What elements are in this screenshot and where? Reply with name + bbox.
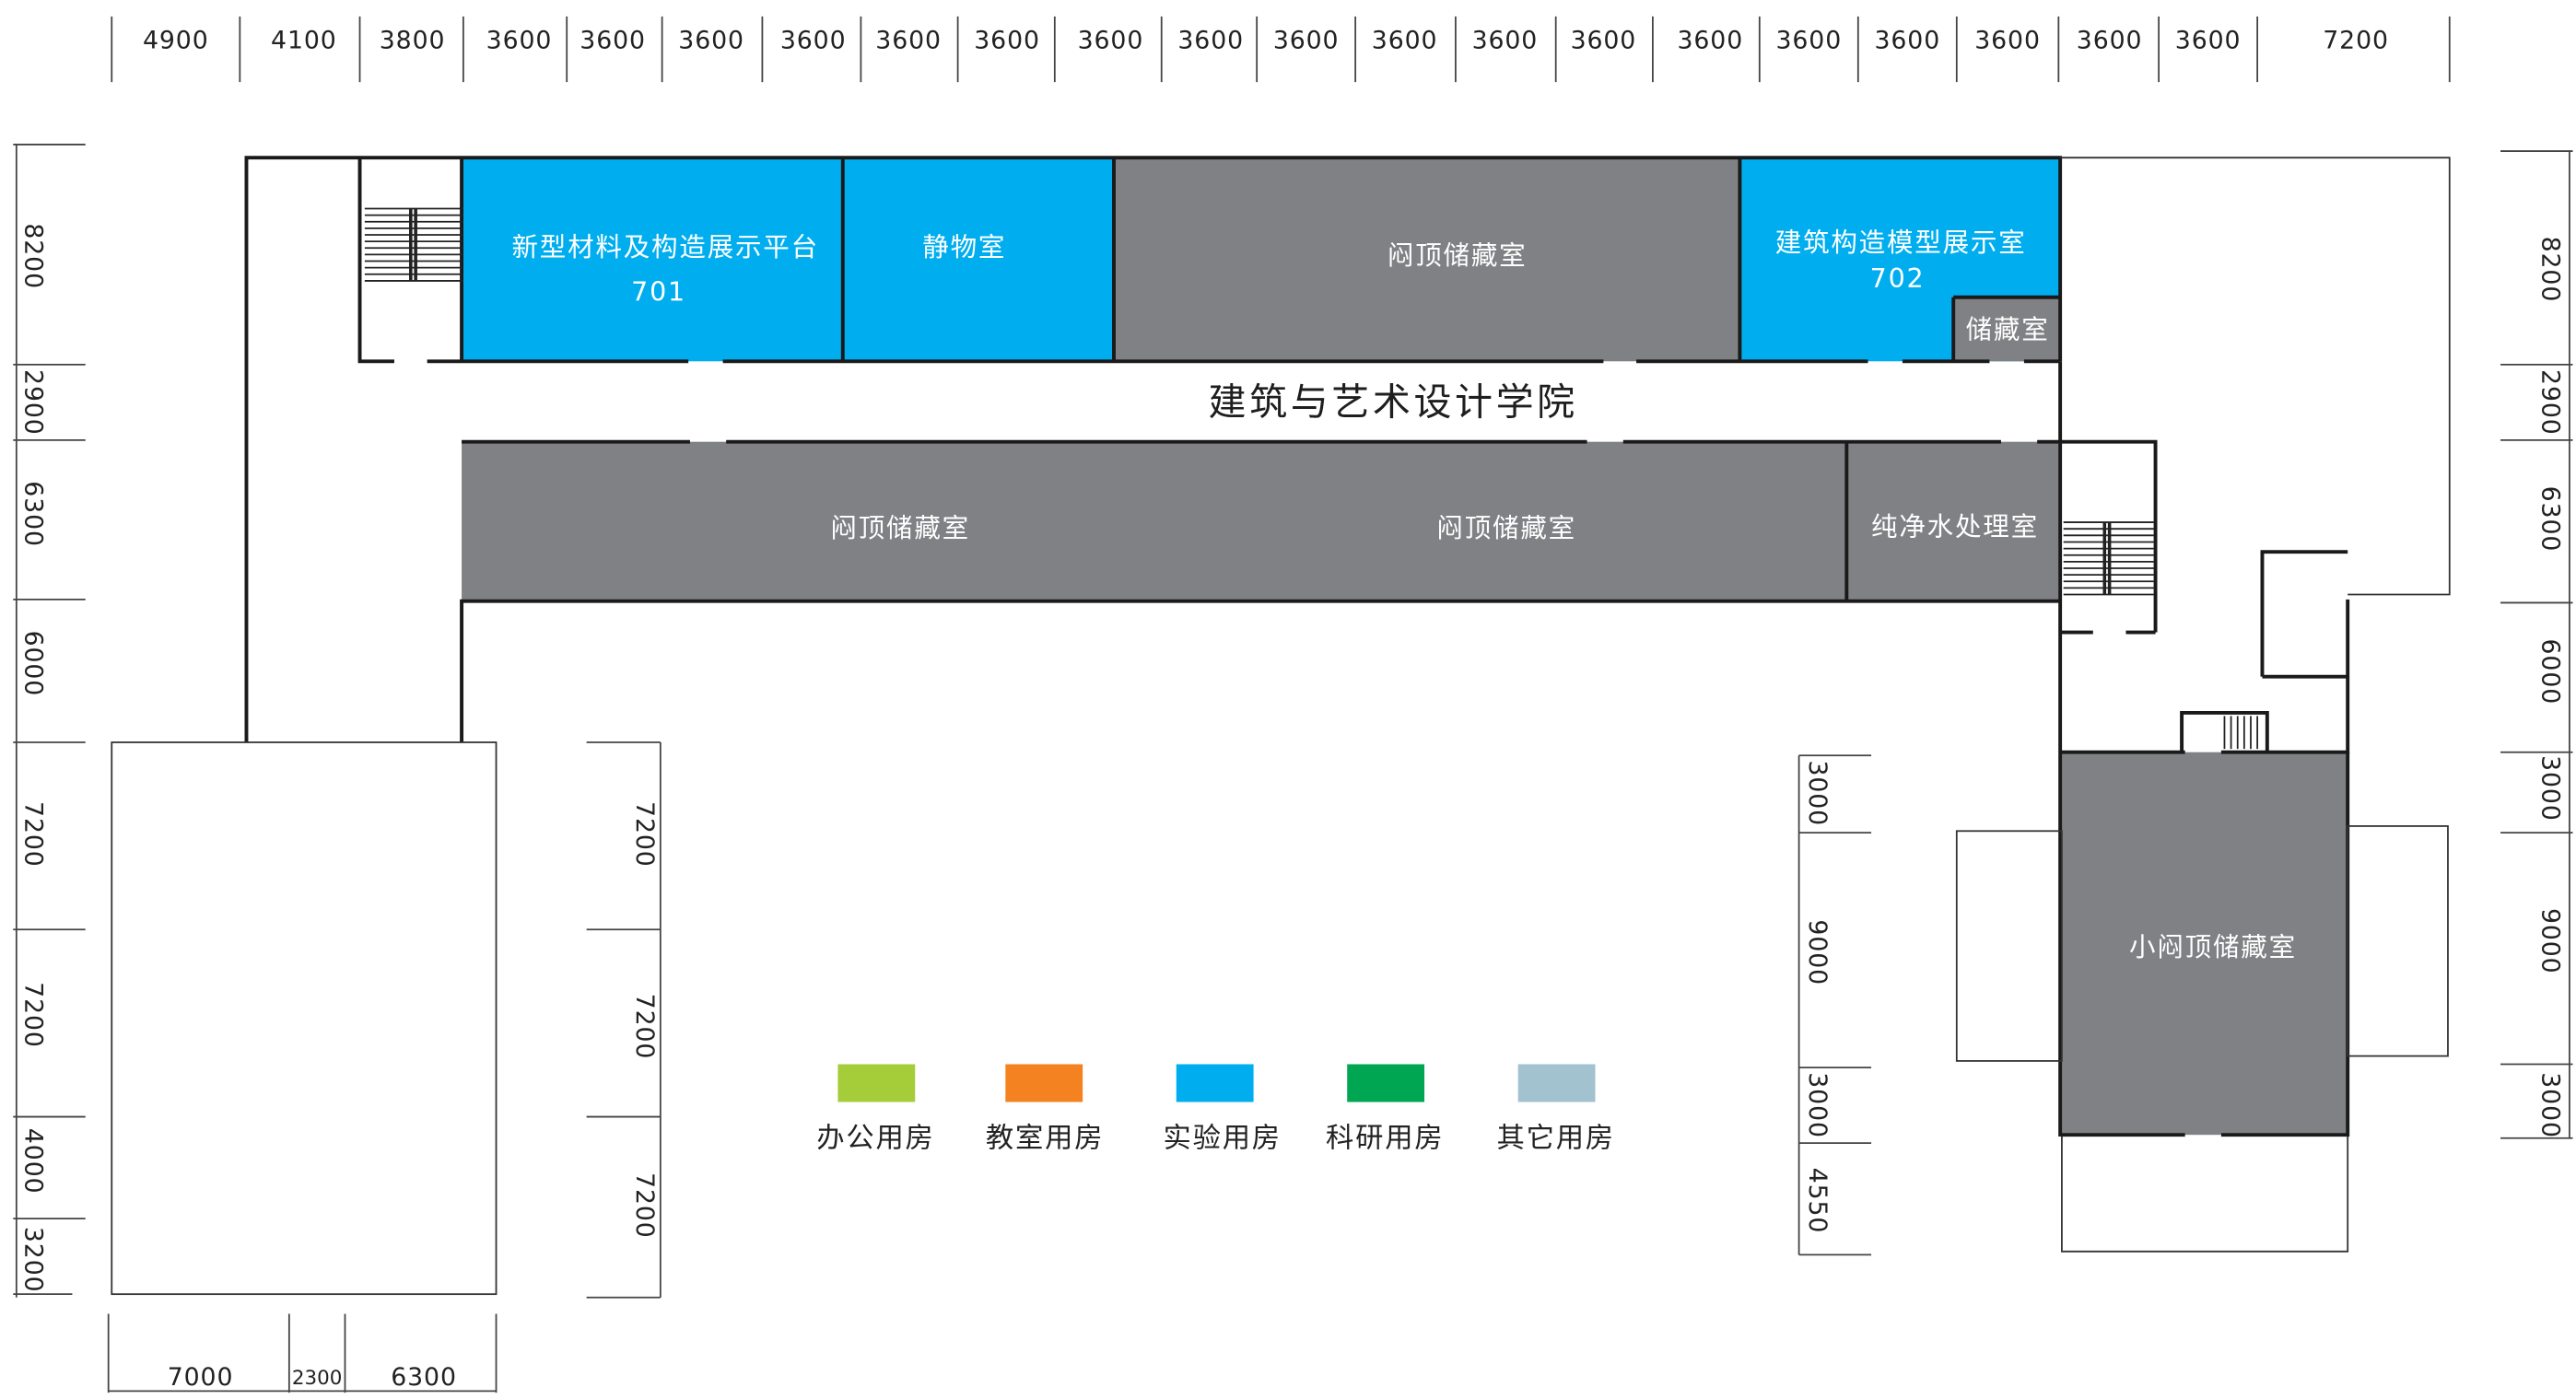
dim-top-19: 3600 bbox=[1974, 25, 2041, 55]
dim-right-3: 6300 bbox=[2535, 485, 2566, 553]
dim-top-14: 3600 bbox=[1471, 25, 1539, 55]
dim-mid-left-2: 7200 bbox=[629, 993, 660, 1060]
dim-top-15: 3600 bbox=[1570, 25, 1637, 55]
room-new-materials-name: 新型材料及构造展示平台 bbox=[511, 231, 819, 263]
dim-top-2: 4100 bbox=[271, 25, 337, 55]
dim-top-8: 3600 bbox=[875, 25, 942, 55]
legend-label-lab: 实验用房 bbox=[1163, 1122, 1282, 1156]
dim-left-1: 8200 bbox=[18, 223, 49, 290]
dim-bottom-1: 7000 bbox=[167, 1362, 234, 1393]
dim-top-6: 3600 bbox=[678, 25, 744, 55]
dim-left-8: 3200 bbox=[18, 1226, 49, 1293]
dim-top-5: 3600 bbox=[580, 25, 646, 55]
dim-top-22: 7200 bbox=[2323, 25, 2389, 55]
dim-right-7: 3000 bbox=[2535, 1072, 2566, 1138]
dim-right-1: 8200 bbox=[2535, 236, 2566, 303]
room-storage-mid-right-name: 闷顶储藏室 bbox=[1436, 512, 1576, 544]
room-still-life-fill bbox=[842, 157, 1115, 362]
room-small-storage-name: 小闷顶储藏室 bbox=[2129, 931, 2297, 962]
legend-swatch-other bbox=[1517, 1064, 1596, 1102]
room-model-exhibit-number: 702 bbox=[1869, 262, 1926, 295]
room-storage-top-fill bbox=[1114, 157, 1740, 362]
dim-top-4: 3600 bbox=[486, 25, 553, 55]
dim-left-5: 7200 bbox=[18, 801, 49, 868]
dim-top-16: 3600 bbox=[1677, 25, 1744, 55]
legend-label-research: 科研用房 bbox=[1326, 1122, 1445, 1156]
building-title: 建筑与艺术设计学院 bbox=[1208, 381, 1578, 425]
dim-left-2: 2900 bbox=[18, 369, 49, 436]
room-storage-mid-fill bbox=[462, 441, 1847, 601]
dim-left-3: 6300 bbox=[18, 481, 49, 547]
stair-small bbox=[2223, 716, 2259, 750]
dim-mid-right-4: 4550 bbox=[1803, 1167, 1833, 1234]
dim-top-13: 3600 bbox=[1371, 25, 1438, 55]
legend-swatch-office bbox=[837, 1064, 916, 1102]
room-storage-small-fill bbox=[1953, 297, 2061, 362]
room-model-exhibit-name: 建筑构造模型展示室 bbox=[1774, 227, 2027, 258]
room-water-treatment-name: 纯净水处理室 bbox=[1871, 510, 2039, 542]
legend-label-classroom: 教室用房 bbox=[985, 1122, 1105, 1156]
dim-mid-right-1: 3000 bbox=[1803, 760, 1833, 827]
legend-label-office: 办公用房 bbox=[816, 1122, 935, 1156]
room-new-materials-fill bbox=[462, 157, 843, 362]
dim-left-7: 4000 bbox=[18, 1127, 49, 1195]
dim-top-21: 3600 bbox=[2174, 25, 2242, 55]
dim-bottom-3: 6300 bbox=[391, 1362, 457, 1393]
dim-top-10: 3600 bbox=[1077, 25, 1144, 55]
dim-right-5: 3000 bbox=[2535, 755, 2566, 822]
dim-top-17: 3600 bbox=[1775, 25, 1843, 55]
dim-right-2: 2900 bbox=[2535, 369, 2566, 436]
dim-left-4: 6000 bbox=[18, 630, 49, 697]
dim-top-20: 3600 bbox=[2076, 25, 2143, 55]
room-small-storage-fill bbox=[2061, 752, 2348, 1136]
room-new-materials-number: 701 bbox=[631, 275, 686, 308]
walls bbox=[244, 156, 2350, 1137]
stair-right bbox=[2063, 521, 2154, 596]
dim-top-9: 3600 bbox=[974, 25, 1040, 55]
room-storage-small-name: 储藏室 bbox=[1965, 313, 2050, 345]
outlines bbox=[111, 157, 2451, 1296]
dim-top-7: 3600 bbox=[779, 25, 847, 55]
dim-right-4: 6000 bbox=[2535, 638, 2566, 705]
legend-swatch-lab bbox=[1176, 1064, 1254, 1102]
dimension-lines bbox=[13, 16, 2573, 1393]
dim-top-18: 3600 bbox=[1874, 25, 1941, 55]
dim-left-6: 7200 bbox=[18, 982, 49, 1048]
stair-left bbox=[364, 207, 463, 282]
dim-mid-right-2: 9000 bbox=[1803, 919, 1833, 986]
room-storage-mid-left-name: 闷顶储藏室 bbox=[830, 512, 970, 544]
dim-top-11: 3600 bbox=[1177, 25, 1245, 55]
dim-mid-left-3: 7200 bbox=[629, 1172, 660, 1239]
dim-top-1: 4900 bbox=[142, 25, 209, 55]
dim-mid-right-3: 3000 bbox=[1803, 1072, 1833, 1138]
legend-swatch-research bbox=[1347, 1064, 1425, 1102]
dim-bottom-2: 2300 bbox=[291, 1366, 343, 1390]
dim-top-12: 3600 bbox=[1272, 25, 1340, 55]
dim-right-6: 9000 bbox=[2535, 907, 2566, 974]
room-water-treatment-fill bbox=[1846, 441, 2061, 601]
legend-label-other: 其它用房 bbox=[1496, 1122, 1615, 1156]
dim-mid-left-1: 7200 bbox=[629, 801, 660, 868]
room-still-life-name: 静物室 bbox=[922, 231, 1007, 263]
room-storage-top-name: 闷顶储藏室 bbox=[1387, 239, 1528, 272]
legend-swatch-classroom bbox=[1005, 1064, 1083, 1102]
dim-top-3: 3800 bbox=[379, 25, 446, 55]
